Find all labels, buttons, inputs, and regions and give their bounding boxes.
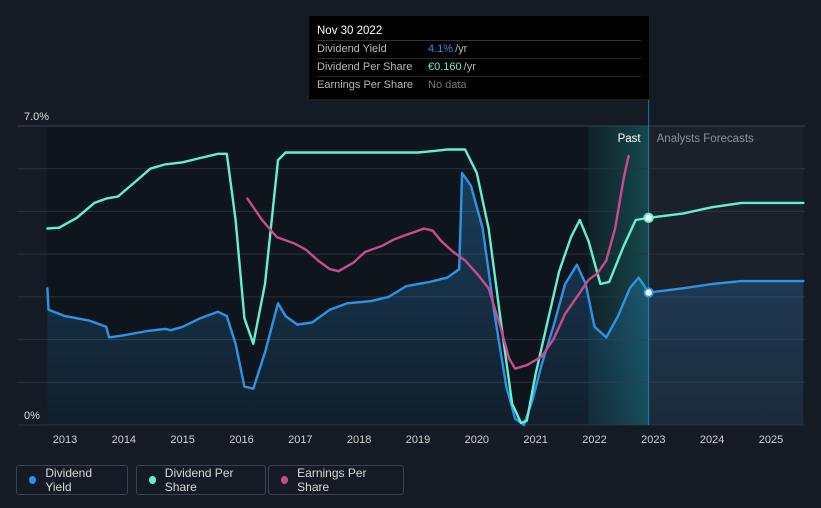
x-tick-label: 2019 bbox=[406, 434, 430, 446]
x-tick-label: 2021 bbox=[523, 434, 547, 446]
x-tick-label: 2022 bbox=[582, 434, 606, 446]
series-line-yield bbox=[46, 171, 805, 427]
x-tick-label: 2024 bbox=[700, 434, 724, 446]
y-tick-label: 0% bbox=[24, 410, 40, 422]
tooltip-row-dividend-per-share: Dividend Per Share €0.160 /yr bbox=[317, 59, 641, 77]
series-line-eps bbox=[246, 154, 630, 370]
x-tick-label: 2015 bbox=[170, 434, 194, 446]
hover-marker-yield bbox=[643, 287, 654, 298]
tooltip-value: No data bbox=[428, 79, 467, 91]
tooltip-date: Nov 30 2022 bbox=[317, 22, 641, 41]
x-tick-label: 2023 bbox=[641, 434, 665, 446]
legend-label: Earnings Per Share bbox=[297, 466, 367, 494]
legend-dividend-per-share[interactable]: Dividend Per Share bbox=[136, 465, 266, 495]
series-area-yield bbox=[47, 173, 804, 425]
x-tick-label: 2016 bbox=[229, 434, 253, 446]
tooltip-label: Earnings Per Share bbox=[317, 79, 413, 91]
tooltip-row-dividend-yield: Dividend Yield 4.1% /yr bbox=[317, 41, 641, 59]
tooltip-row-earnings-per-share: Earnings Per Share No data bbox=[317, 77, 641, 94]
x-tick-label: 2013 bbox=[53, 434, 77, 446]
hover-marker-dps bbox=[643, 212, 654, 224]
legend-dot-icon bbox=[149, 476, 156, 484]
past-label: Past bbox=[618, 133, 642, 145]
tooltip-value: €0.160 bbox=[428, 61, 462, 73]
legend-label: Dividend Per Share bbox=[164, 466, 234, 494]
legend-dot-icon bbox=[29, 476, 37, 484]
hover-tooltip: Nov 30 2022 Dividend Yield 4.1% /yr Divi… bbox=[309, 16, 649, 99]
forecast-label: Analysts Forecasts bbox=[657, 133, 754, 145]
tooltip-value: 4.1% bbox=[428, 43, 454, 55]
tooltip-unit: /yr bbox=[455, 43, 468, 55]
x-tick-label: 2018 bbox=[347, 434, 371, 446]
y-tick-label: 7.0% bbox=[24, 111, 49, 123]
x-tick-label: 2025 bbox=[759, 434, 783, 446]
legend-dividend-yield[interactable]: Dividend Yield bbox=[16, 465, 128, 495]
tooltip-label: Dividend Per Share bbox=[317, 61, 413, 73]
x-tick-label: 2017 bbox=[288, 434, 312, 446]
legend-dot-icon bbox=[281, 476, 289, 484]
legend-label: Dividend Yield bbox=[45, 466, 93, 494]
x-tick-label: 2020 bbox=[465, 434, 489, 446]
tooltip-label: Dividend Yield bbox=[317, 43, 387, 55]
legend-earnings-per-share[interactable]: Earnings Per Share bbox=[268, 465, 404, 495]
series-line-dps bbox=[46, 148, 805, 425]
x-tick-label: 2014 bbox=[112, 434, 136, 446]
tooltip-unit: /yr bbox=[463, 61, 476, 73]
